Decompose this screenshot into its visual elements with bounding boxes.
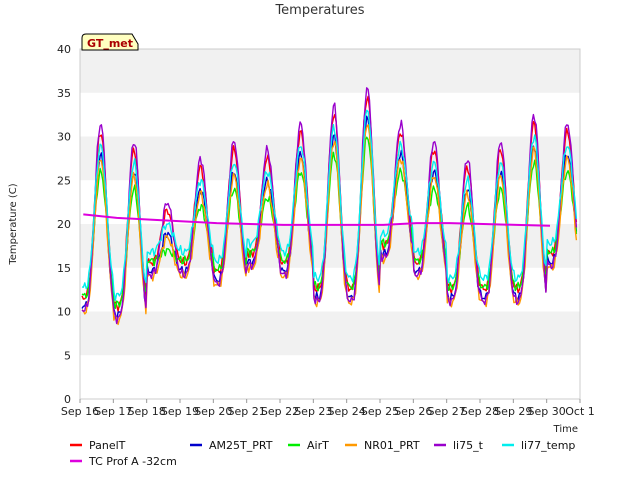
- grid-bands: [80, 49, 580, 399]
- plot-frame: [79, 48, 581, 400]
- x-tick-label: Sep 28: [461, 405, 499, 418]
- y-tick-label: 15: [57, 262, 71, 275]
- series-line-NR01_PRT: [81, 124, 578, 326]
- gt-met-badge: GT_met: [81, 33, 139, 51]
- grid-band: [80, 267, 580, 312]
- series-line-tc-prof: [83, 213, 551, 227]
- legend-label: PanelT: [89, 439, 126, 452]
- y-tick-label: 35: [57, 87, 71, 100]
- x-tick-label: Sep 17: [94, 405, 132, 418]
- grid-band: [80, 355, 580, 399]
- grid-band: [80, 49, 580, 93]
- x-tick-label: Sep 29: [494, 405, 532, 418]
- x-tick-label: Sep 25: [361, 405, 399, 418]
- x-tick-label: Oct 1: [565, 405, 595, 418]
- grid-band: [80, 92, 580, 137]
- legend-label: AirT: [307, 439, 329, 452]
- y-tick-label: 0: [64, 393, 71, 406]
- y-tick-label: 25: [57, 174, 71, 187]
- x-tick-label: Sep 23: [294, 405, 332, 418]
- legend-label: li75_t: [453, 439, 484, 452]
- badge-label: GT_met: [87, 37, 133, 50]
- grid-band: [80, 311, 580, 356]
- x-axis-title: Time: [553, 424, 578, 435]
- legend: PanelT AM25T_PRT AirT NR01_PRT li75_t li77_te…: [70, 439, 575, 468]
- x-tick-label: Sep 20: [194, 405, 232, 418]
- series-line-li77_temp: [81, 109, 578, 301]
- legend-label: TC Prof A -32cm: [88, 455, 177, 468]
- y-tick-label: 30: [57, 131, 71, 144]
- badge-shape: [81, 33, 139, 51]
- x-tick-label: Sep 16: [61, 405, 99, 418]
- y-axis: 0 5 10 15 20 25 30 35 40: [57, 43, 71, 406]
- x-tick-label: Sep 30: [528, 405, 566, 418]
- x-tick-label: Sep 21: [228, 405, 266, 418]
- x-tick-label: Sep 22: [261, 405, 299, 418]
- x-tick-label: Sep 18: [128, 405, 166, 418]
- legend-label: AM25T_PRT: [209, 439, 273, 452]
- y-axis-title: Temperature (C): [8, 183, 19, 265]
- x-tick-label: Sep 19: [161, 405, 199, 418]
- y-tick-label: 20: [57, 218, 71, 231]
- y-tick-label: 10: [57, 306, 71, 319]
- x-tick-label: Sep 27: [428, 405, 466, 418]
- series-lines: [81, 87, 578, 326]
- y-tick-label: 5: [64, 349, 71, 362]
- legend-label: li77_temp: [521, 439, 575, 452]
- chart-title: Temperatures: [274, 3, 364, 18]
- x-tick-label: Sep 26: [394, 405, 432, 418]
- legend-label: NR01_PRT: [364, 439, 420, 452]
- y-tick-label: 40: [57, 43, 71, 56]
- x-tick-label: Sep 24: [328, 405, 366, 418]
